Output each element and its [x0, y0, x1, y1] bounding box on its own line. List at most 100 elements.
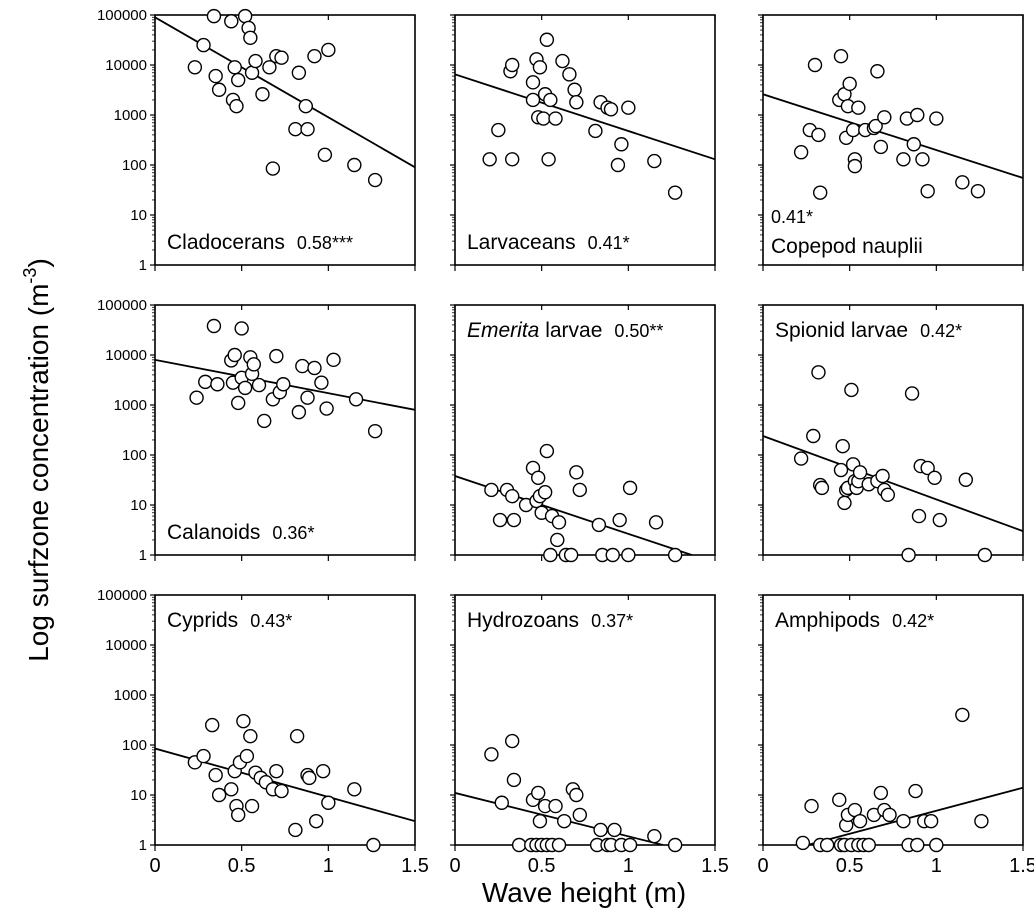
data-point [269, 348, 284, 364]
data-point [896, 813, 911, 829]
y-tick-label: 1 [139, 547, 147, 564]
panel-calanoids: 1 10 100 1000 10000 100000 Calanoids 0.36* [97, 297, 416, 564]
data-point [347, 782, 362, 797]
data-point [291, 65, 307, 80]
panel-name: Copepod nauplii [771, 235, 923, 258]
data-point [605, 547, 620, 563]
data-point [882, 807, 897, 823]
data-point [647, 828, 662, 844]
data-point [525, 75, 541, 90]
data-point [230, 72, 246, 88]
data-point [927, 470, 942, 485]
data-point [852, 813, 868, 829]
data-point [347, 157, 362, 173]
data-point [309, 813, 324, 829]
y-tick-label: 10000 [105, 637, 147, 654]
data-point [484, 747, 499, 762]
data-point [923, 813, 939, 829]
panel-stat: 0.58*** [297, 233, 353, 253]
panel-frame [154, 304, 416, 556]
data-point [269, 763, 284, 779]
y-tick-label: 1000 [114, 397, 147, 414]
y-tick-label: 1 [139, 837, 147, 854]
data-point [622, 837, 638, 853]
data-point [911, 508, 927, 524]
panel-frame [762, 14, 1024, 266]
data-point [804, 798, 819, 814]
panel-stat: 0.43* [250, 611, 292, 631]
data-point [506, 772, 522, 788]
data-point [315, 763, 331, 779]
data-point [548, 798, 563, 814]
x-tick-label: 0 [149, 855, 160, 877]
data-point [793, 451, 809, 466]
data-point [861, 837, 876, 853]
data-point [243, 30, 258, 45]
data-point [621, 547, 636, 563]
data-point [274, 50, 289, 65]
panel-name-suffix: larvae [539, 319, 602, 342]
data-point [591, 517, 607, 533]
data-point [906, 137, 921, 152]
panel-copepod-nauplii: 0.41* Copepod nauplii [758, 14, 1024, 271]
data-point [511, 837, 527, 853]
x-tick-label: 1.5 [1009, 855, 1034, 877]
data-point [208, 68, 223, 84]
y-tick-label: 10000 [105, 347, 147, 364]
data-point [901, 547, 916, 563]
data-point [833, 48, 849, 64]
y-tick-label: 100000 [97, 7, 147, 24]
data-point [607, 822, 622, 838]
data-point [227, 347, 242, 363]
panel-frame [454, 594, 716, 846]
data-point [807, 57, 823, 73]
data-point [813, 185, 828, 200]
panel-name-italic: Emerita [467, 319, 539, 342]
panel-name: Larvaceans [467, 231, 576, 254]
data-point [852, 465, 868, 480]
panel-frame [454, 14, 716, 266]
data-point [532, 60, 548, 75]
data-point [210, 377, 225, 392]
data-point [348, 392, 364, 407]
data-point [833, 462, 849, 478]
data-point [932, 512, 947, 528]
data-point [367, 423, 383, 439]
data-point [974, 813, 989, 829]
data-point [251, 377, 267, 393]
data-point [842, 76, 857, 92]
y-tick-label: 100 [122, 737, 147, 754]
data-point [482, 152, 497, 167]
panel-frame [762, 304, 1024, 556]
y-tick-label: 1 [139, 257, 147, 274]
data-point [920, 183, 935, 199]
data-point [908, 783, 923, 799]
data-point [896, 152, 911, 167]
y-tick-label: 10 [130, 207, 147, 224]
panel-frame [154, 594, 416, 846]
data-point [915, 152, 930, 167]
data-point [230, 807, 246, 823]
data-point [196, 748, 211, 764]
panel-emerita: Emerita larvae 0.50** [450, 304, 716, 563]
data-point [647, 153, 662, 169]
x-tick-label: 0 [757, 855, 768, 877]
data-point [257, 413, 272, 429]
data-point [593, 822, 608, 838]
panel-name: Amphipods [775, 609, 880, 632]
data-point [211, 82, 227, 97]
data-point [531, 785, 546, 801]
data-point [970, 183, 986, 199]
data-point [248, 53, 263, 69]
data-point [198, 374, 213, 390]
x-tick-label: 1.5 [701, 855, 729, 877]
x-tick-label: 1 [623, 855, 634, 877]
data-point [811, 127, 826, 143]
data-point [262, 60, 277, 75]
data-point [484, 482, 499, 498]
data-point [588, 123, 603, 139]
data-point [541, 152, 556, 167]
x-axis-label: Wave height (m) [482, 877, 686, 908]
